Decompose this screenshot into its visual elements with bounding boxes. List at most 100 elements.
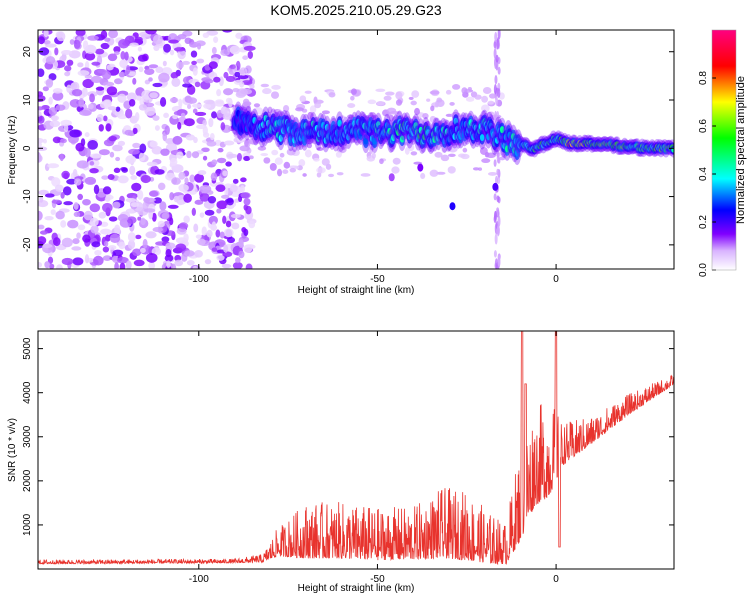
spectrogram-cell-398 xyxy=(38,115,45,124)
spectrogram-cell-882 xyxy=(153,44,160,51)
spectrogram-cell-754 xyxy=(50,115,60,121)
spectrogram-cell-1444 xyxy=(324,124,330,132)
snr-ticks: -100 -50 0 1000 2000 3000 4000 5000 xyxy=(22,331,674,585)
spectrogram-cell-1099 xyxy=(498,92,505,100)
spectrogram-cell-891 xyxy=(73,39,81,49)
spectrogram-cell-1037 xyxy=(239,81,245,88)
spectrogram-cell-386 xyxy=(214,100,225,107)
spectrogram-cell-899 xyxy=(211,111,217,119)
spectrogram-cell-1012 xyxy=(440,154,450,162)
spectrogram-cell-89 xyxy=(135,234,142,240)
spectrogram-cell-878 xyxy=(49,120,61,128)
spectrogram-cell-1161 xyxy=(494,110,498,123)
spectrogram-cell-1187 xyxy=(493,48,497,60)
spectrogram-cell-635 xyxy=(69,39,75,45)
spectrogram-cell-722 xyxy=(243,198,251,206)
spectrogram-cell-1019 xyxy=(410,151,418,156)
spectrogram-cell-804 xyxy=(121,167,128,173)
spectrogram-cell-43 xyxy=(235,32,243,39)
spectrogram-cell-602 xyxy=(55,104,66,111)
spectrogram-cell-750 xyxy=(107,174,115,181)
snr-xtick-label-1: -50 xyxy=(370,574,385,585)
spectrogram-cell-1060 xyxy=(282,169,289,174)
spectrogram-cell-225 xyxy=(94,48,105,55)
colorbar-tick-label-3: 0.6 xyxy=(698,119,709,133)
spectrogram-ytick-label-3: -10 xyxy=(22,189,33,204)
spectrogram-cell-501 xyxy=(52,91,64,101)
spectrogram-cell-487 xyxy=(79,109,92,116)
spectrogram-cell-652 xyxy=(84,52,96,61)
spectrogram-cell-714 xyxy=(138,104,148,111)
spectrogram-cell-859 xyxy=(59,138,67,144)
spectrogram-cell-316 xyxy=(69,98,81,108)
spectrogram-ytick-label-1: 10 xyxy=(22,94,33,106)
spectrogram-cell-614 xyxy=(201,226,207,236)
spectrogram-cell-531 xyxy=(44,193,55,198)
spectrogram-cell-555 xyxy=(66,59,74,66)
spectrogram-cell-809 xyxy=(208,61,218,69)
spectrogram-cell-967 xyxy=(487,100,494,105)
spectrogram-cell-584 xyxy=(202,119,207,127)
spectrogram-cell-1120 xyxy=(452,84,461,90)
spectrogram-cell-330 xyxy=(138,66,144,73)
spectrogram-cell-619 xyxy=(75,142,85,152)
spectrogram-cell-520 xyxy=(112,201,121,209)
spectrogram-cell-780 xyxy=(183,215,190,224)
spectrogram-cell-158 xyxy=(217,147,224,153)
spectrogram-cell-903 xyxy=(426,98,431,102)
spectrogram-cell-624 xyxy=(89,93,95,103)
spectrogram-cell-286 xyxy=(89,203,101,213)
spectrogram-cell-176 xyxy=(194,199,204,205)
spectrogram-cell-813 xyxy=(229,45,241,55)
spectrogram-cell-1083 xyxy=(321,158,330,166)
spectrogram-cell-628 xyxy=(223,140,235,146)
spectrogram-cell-1111 xyxy=(379,158,384,165)
spectrogram-cell-785 xyxy=(137,46,143,52)
spectrogram-cell-721 xyxy=(202,132,210,138)
spectrogram-cell-763 xyxy=(82,87,88,97)
spectrogram-cell-647 xyxy=(118,241,126,250)
spectrogram-cell-469 xyxy=(204,209,215,216)
spectrogram-cell-1219 xyxy=(496,225,500,236)
spectrogram-cell-435 xyxy=(115,106,121,112)
spectrogram-cell-1175 xyxy=(496,168,500,176)
spectrogram-cell-53 xyxy=(109,151,115,158)
spectrogram-cell-1189 xyxy=(493,159,497,167)
spectrogram-cell-776 xyxy=(56,264,63,269)
spectrogram-cell-862 xyxy=(213,76,221,83)
spectrogram-cell-522 xyxy=(178,171,186,180)
spectrogram-cell-1144 xyxy=(474,94,482,100)
spectrogram-cell-563 xyxy=(140,217,146,226)
spectrogram-cell-583 xyxy=(178,222,189,230)
spectrogram-cell-913 xyxy=(482,86,492,95)
spectrogram-cell-845 xyxy=(47,163,60,169)
spectrogram-cell-817 xyxy=(239,145,251,152)
spectrogram-cell-1064 xyxy=(376,101,385,106)
spectrogram-cell-775 xyxy=(137,189,144,200)
spectrogram-cell-740 xyxy=(235,257,241,264)
spectrogram-cell-662 xyxy=(154,125,160,131)
spectrogram-cell-797 xyxy=(173,47,186,52)
spectrogram-cell-41 xyxy=(100,42,110,50)
snr-ytick-label-3: 4000 xyxy=(22,381,33,404)
spectrogram-cell-293 xyxy=(225,75,236,82)
spectrogram-cell-665 xyxy=(215,184,226,192)
spectrogram-cell-1070 xyxy=(436,97,443,103)
spectrogram-cell-1134 xyxy=(313,157,320,162)
snr-frame xyxy=(37,330,675,570)
spectrogram-cell-1198 xyxy=(493,84,497,95)
spectrogram-cell-670 xyxy=(203,99,215,105)
spectrogram-cell-723 xyxy=(220,106,228,115)
spectrogram-cell-524 xyxy=(132,142,141,149)
spectrogram-xlabel: Height of straight line (km) xyxy=(298,285,415,296)
spectrogram-cell-258 xyxy=(61,257,74,266)
spectrogram-cell-922 xyxy=(347,103,356,108)
spectrogram-cell-547 xyxy=(38,236,47,245)
spectrogram-cell-1023 xyxy=(270,91,280,99)
spectrogram-cell-847 xyxy=(125,108,133,119)
snr-ytick-label-2: 3000 xyxy=(22,425,33,448)
spectrogram-cell-159 xyxy=(193,223,199,233)
spectrogram-cell-832 xyxy=(236,152,243,162)
spectrogram-cell-631 xyxy=(206,229,213,238)
spectrogram-cell-373 xyxy=(199,184,212,194)
